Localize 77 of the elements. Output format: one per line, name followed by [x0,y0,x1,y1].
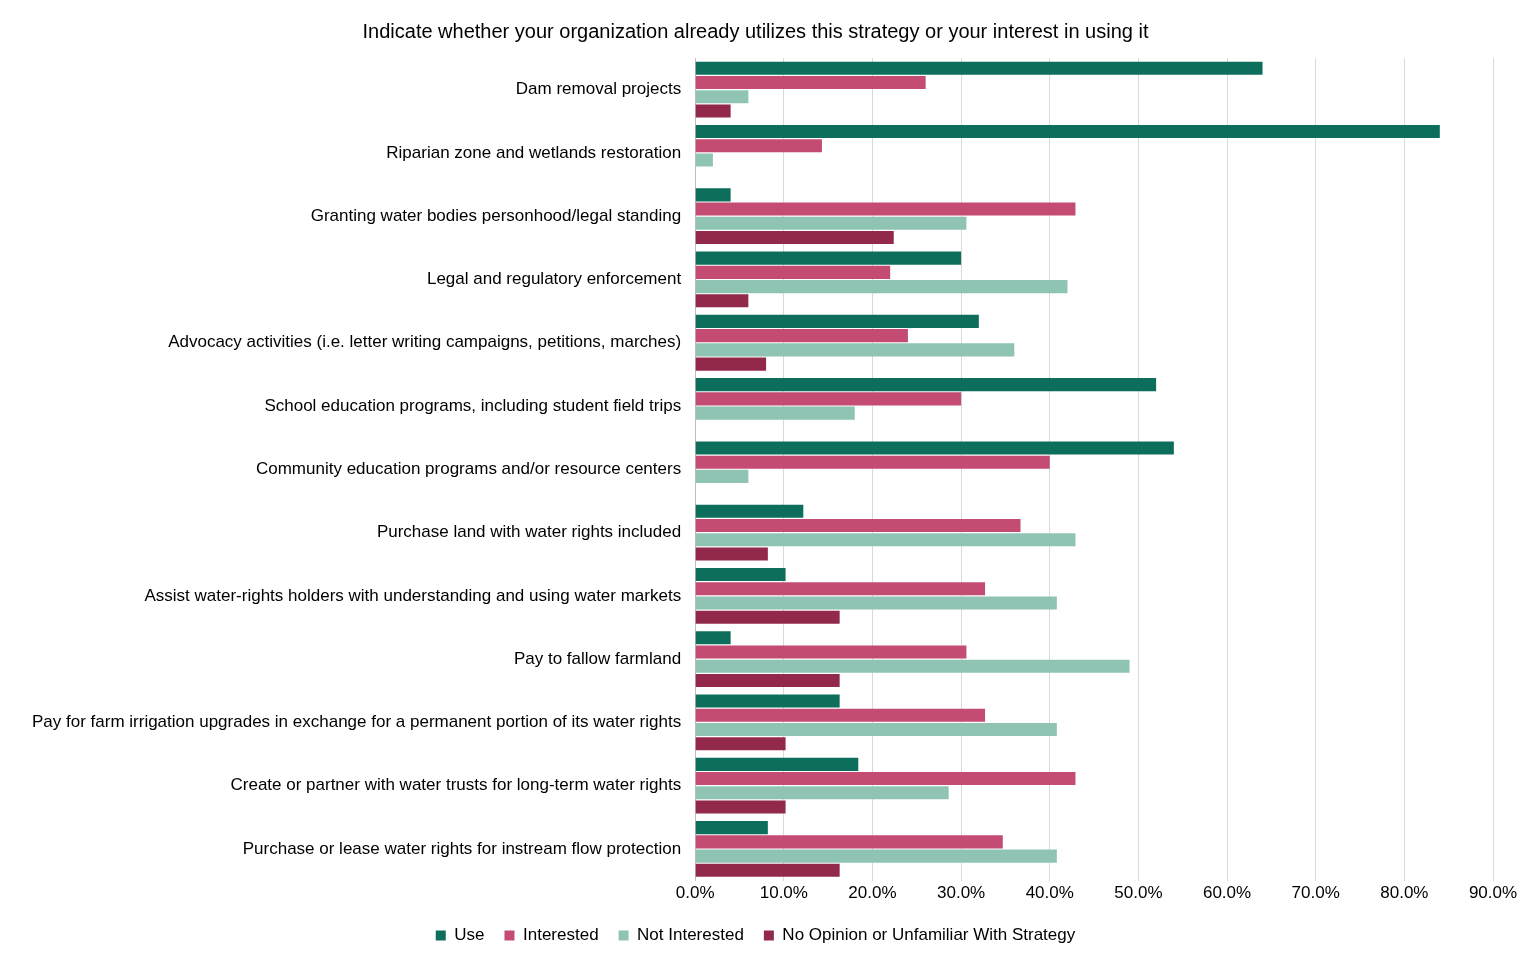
y-tick-label: Create or partner with water trusts for long-term water rights [230,775,682,795]
bar [695,757,859,771]
bar [695,673,840,688]
bar [695,231,894,245]
bar [695,547,768,561]
bar [695,202,1076,216]
bar [695,75,926,90]
bar [695,392,962,406]
y-tick-label: Purchase land with water rights included [376,522,682,542]
bar [695,722,1057,737]
bar [695,533,1076,547]
bar [695,582,986,596]
y-tick-label: School education programs, including student field trips [264,395,682,415]
legend-label: No Opinion or Unfamiliar With Strategy [782,925,1076,945]
x-tick-label: 40.0% [1025,883,1074,903]
bar [695,596,1057,610]
bar [695,90,749,104]
bar [695,61,1263,75]
bar [695,343,1015,357]
bar [695,849,1057,863]
y-tick-label: Advocacy activities (i.e. letter writing campaigns, petitions, marches) [168,332,682,352]
bar [695,153,713,167]
bar [695,406,855,420]
x-tick-label: 10.0% [759,883,808,903]
bar [695,139,822,153]
x-tick-label: 80.0% [1380,883,1429,903]
bar [695,708,986,722]
bar [695,518,1021,533]
bar [695,216,967,230]
y-tick-label: Assist water-rights holders with understanding and using water markets [144,585,682,605]
bar [695,280,1068,294]
bar [695,863,840,877]
bar [695,835,1003,849]
bar [695,188,731,202]
y-tick-label: Community education programs and/or resource centers [255,458,682,478]
x-tick-label: 50.0% [1114,883,1163,903]
y-tick-label: Purchase or lease water rights for instream flow protection [242,838,682,858]
bar [695,694,840,708]
bar [695,786,949,800]
bar [695,567,786,582]
bar [695,329,908,343]
bar [695,645,967,659]
bar [695,821,768,835]
x-tick-label: 70.0% [1291,883,1340,903]
bar [695,504,804,518]
x-tick-label: 90.0% [1468,883,1518,903]
bar [695,378,1157,392]
y-tick-label: Legal and regulatory enforcement [426,269,682,289]
bar [695,469,749,483]
bar [695,737,786,751]
y-tick-label: Pay to fallow farmland [513,648,682,668]
bar [695,610,840,624]
x-tick-label: 0.0% [675,883,715,903]
y-tick-label: Granting water bodies personhood/legal standing [310,205,682,225]
bar [695,441,1174,455]
bar [695,357,767,371]
x-tick-label: 60.0% [1202,883,1252,903]
chart-title: Indicate whether your organization already utilizes this strategy or your interest in using it [362,19,1149,42]
bar [695,251,962,265]
bar [695,772,1076,786]
bar [695,265,891,279]
x-tick-label: 20.0% [848,883,897,903]
bar [695,455,1050,469]
y-tick-label: Riparian zone and wetlands restoration [386,142,682,162]
bar [695,104,731,118]
x-tick-label: 30.0% [937,883,986,903]
bar [695,659,1130,673]
legend-label: Not Interested [637,925,744,945]
bar [695,125,1440,139]
legend-label: Use [454,925,485,945]
legend-label: Interested [522,925,599,945]
bar [695,631,731,645]
bar [695,314,979,328]
y-tick-label: Pay for farm irrigation upgrades in exchange for a permanent portion of its water rights [31,712,682,732]
bar [695,800,786,814]
bar [695,294,749,308]
y-tick-label: Dam removal projects [515,79,682,99]
